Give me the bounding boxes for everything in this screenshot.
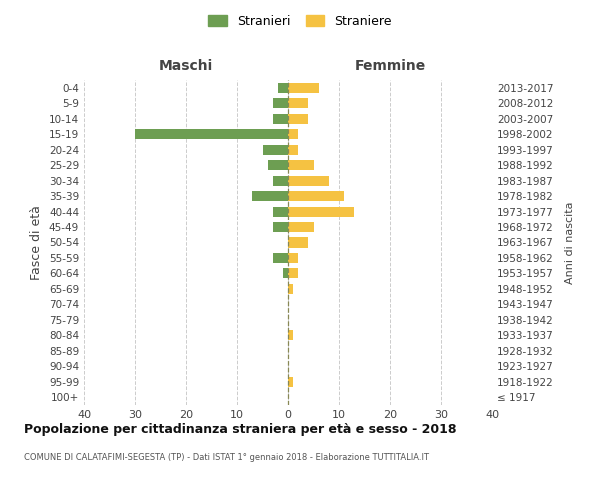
Bar: [253, 191, 288, 201]
Text: COMUNE DI CALATAFIMI-SEGESTA (TP) - Dati ISTAT 1° gennaio 2018 - Elaborazione TU: COMUNE DI CALATAFIMI-SEGESTA (TP) - Dati…: [24, 452, 429, 462]
Y-axis label: Anni di nascita: Anni di nascita: [565, 201, 575, 284]
Bar: [273, 176, 288, 186]
Bar: [288, 176, 329, 186]
Bar: [268, 160, 288, 170]
Bar: [288, 191, 344, 201]
Bar: [273, 206, 288, 216]
Bar: [288, 160, 314, 170]
Bar: [288, 206, 355, 216]
Text: Maschi: Maschi: [159, 60, 213, 74]
Bar: [288, 114, 308, 124]
Y-axis label: Fasce di età: Fasce di età: [31, 205, 43, 280]
Bar: [288, 377, 293, 387]
Bar: [288, 82, 319, 93]
Bar: [273, 253, 288, 263]
Bar: [135, 129, 288, 139]
Legend: Stranieri, Straniere: Stranieri, Straniere: [205, 11, 395, 32]
Bar: [273, 222, 288, 232]
Bar: [288, 268, 298, 278]
Bar: [263, 144, 288, 154]
Bar: [288, 129, 298, 139]
Bar: [288, 284, 293, 294]
Text: Popolazione per cittadinanza straniera per età e sesso - 2018: Popolazione per cittadinanza straniera p…: [24, 422, 457, 436]
Bar: [273, 114, 288, 124]
Bar: [278, 82, 288, 93]
Bar: [288, 238, 308, 248]
Bar: [288, 330, 293, 340]
Bar: [283, 268, 288, 278]
Bar: [273, 98, 288, 108]
Bar: [288, 144, 298, 154]
Bar: [288, 222, 314, 232]
Text: Femmine: Femmine: [355, 60, 425, 74]
Bar: [288, 253, 298, 263]
Bar: [288, 98, 308, 108]
